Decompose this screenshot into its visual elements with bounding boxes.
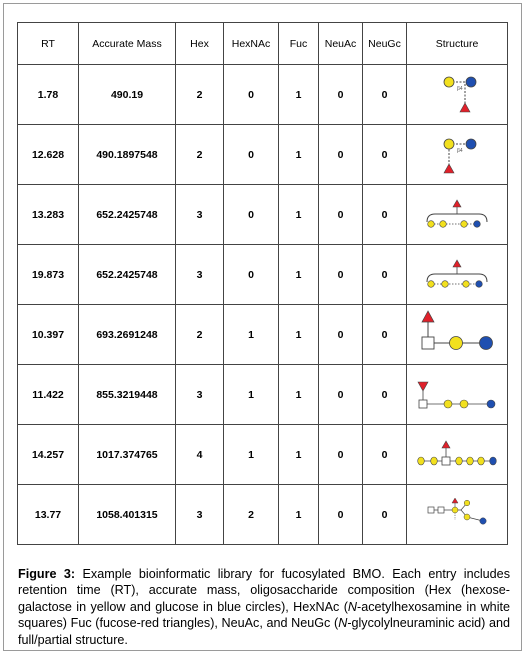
hex-cell: 3: [175, 244, 224, 305]
hexnac-cell: 1: [223, 424, 279, 485]
mass-cell: 652.2425748: [78, 244, 176, 305]
fuc-cell: 1: [278, 424, 319, 485]
hexnac-cell: 0: [223, 244, 279, 305]
hex-cell: 2: [175, 64, 224, 125]
rt-cell: 1.78: [17, 64, 79, 125]
column-header-fuc: Fuc: [278, 22, 319, 65]
figure-label: Figure 3:: [18, 566, 76, 581]
table-row: 12.628 490.1897548 2 0 1 0 0 β4: [17, 124, 508, 185]
neuac-cell: 0: [318, 244, 363, 305]
mass-cell: 693.2691248: [78, 304, 176, 365]
neuac-cell: 0: [318, 64, 363, 125]
neugc-cell: 0: [362, 124, 407, 185]
mass-cell: 1058.401315: [78, 484, 176, 545]
table-row: 19.873 652.2425748 3 0 1 0 0: [17, 244, 508, 305]
structure-cell: [406, 244, 508, 305]
structure-cell: [406, 304, 508, 365]
glycan-fuc-gal-glc-icon: β4: [443, 76, 477, 112]
mass-cell: 1017.374765: [78, 424, 176, 485]
rt-cell: 11.422: [17, 364, 79, 425]
column-header-accurate-mass: Accurate Mass: [78, 22, 176, 65]
fuc-cell: 1: [278, 364, 319, 425]
glycan-linear-fucosylated-icon: [417, 381, 496, 408]
structure-cell: [406, 364, 508, 425]
glycan-fuc-hexnac-hex-hex-icon: [421, 309, 493, 350]
hexnac-cell: 0: [223, 184, 279, 245]
hexnac-cell: 0: [223, 64, 279, 125]
glycan-linear-long-icon: [417, 439, 497, 465]
column-header-hex: Hex: [175, 22, 224, 65]
neugc-cell: 0: [362, 64, 407, 125]
column-header-hexnac: HexNAc: [223, 22, 279, 65]
table-row: 10.397 693.2691248 2 1 1 0 0: [17, 304, 508, 365]
fuc-cell: 1: [278, 484, 319, 545]
caption-italic-n-2: N: [338, 616, 348, 631]
linkage-label: β4: [457, 148, 463, 154]
rt-cell: 10.397: [17, 304, 79, 365]
linkage-label: β4: [457, 86, 463, 92]
neugc-cell: 0: [362, 424, 407, 485]
glycan-branched-icon: [427, 497, 487, 524]
rt-cell: 12.628: [17, 124, 79, 185]
fuc-cell: 1: [278, 64, 319, 125]
glycan-fuc-gal-glc-icon: β4: [443, 138, 477, 173]
neuac-cell: 0: [318, 424, 363, 485]
structure-cell: [406, 424, 508, 485]
fuc-cell: 1: [278, 304, 319, 365]
neugc-cell: 0: [362, 184, 407, 245]
neugc-cell: 0: [362, 484, 407, 545]
hex-cell: 2: [175, 124, 224, 185]
hex-cell: 4: [175, 424, 224, 485]
table-row: 13.77 1058.401315 3 2 1 0 0: [17, 484, 508, 545]
table-row: 14.257 1017.374765 4 1 1 0 0: [17, 424, 508, 485]
column-header-neugc: NeuGc: [362, 22, 407, 65]
structure-cell: [406, 484, 508, 545]
neugc-cell: 0: [362, 304, 407, 365]
figure-caption: Figure 3: Example bioinformatic library …: [18, 566, 510, 649]
rt-cell: 14.257: [17, 424, 79, 485]
column-header-neuac: NeuAc: [318, 22, 363, 65]
caption-text-3: -glycolylneuraminic acid) and full/parti…: [18, 616, 510, 647]
fuc-cell: 1: [278, 244, 319, 305]
column-header-structure: Structure: [406, 22, 508, 65]
neuac-cell: 0: [318, 184, 363, 245]
table-row: 11.422 855.3219448 3 1 1 0 0: [17, 364, 508, 425]
rt-cell: 13.283: [17, 184, 79, 245]
mass-cell: 855.3219448: [78, 364, 176, 425]
mass-cell: 490.19: [78, 64, 176, 125]
neuac-cell: 0: [318, 364, 363, 425]
structure-cell: β4: [406, 124, 508, 185]
caption-text-2: -acetylhexosamine in white squares) Fuc …: [18, 599, 510, 631]
hexnac-cell: 1: [223, 364, 279, 425]
table-header-row: RT Accurate Mass Hex HexNAc Fuc NeuAc Ne…: [17, 22, 508, 65]
neuac-cell: 0: [318, 304, 363, 365]
neugc-cell: 0: [362, 364, 407, 425]
bmo-library-table: RT Accurate Mass Hex HexNAc Fuc NeuAc Ne…: [17, 22, 508, 545]
hex-cell: 3: [175, 364, 224, 425]
table-row: 1.78 490.19 2 0 1 0 0 β4: [17, 64, 508, 125]
caption-text-1: Example bioinformatic library for fucosy…: [18, 566, 510, 614]
fuc-cell: 1: [278, 124, 319, 185]
structure-cell: β4: [406, 64, 508, 125]
rt-cell: 19.873: [17, 244, 79, 305]
glycan-partial-bracket-icon: [426, 258, 488, 288]
mass-cell: 652.2425748: [78, 184, 176, 245]
fuc-cell: 1: [278, 184, 319, 245]
neuac-cell: 0: [318, 484, 363, 545]
caption-italic-n-1: N: [347, 599, 358, 614]
hexnac-cell: 0: [223, 124, 279, 185]
hexnac-cell: 1: [223, 304, 279, 365]
structure-cell: [406, 184, 508, 245]
neuac-cell: 0: [318, 124, 363, 185]
hexnac-cell: 2: [223, 484, 279, 545]
mass-cell: 490.1897548: [78, 124, 176, 185]
hex-cell: 3: [175, 484, 224, 545]
rt-cell: 13.77: [17, 484, 79, 545]
table-row: 13.283 652.2425748 3 0 1 0 0: [17, 184, 508, 245]
neugc-cell: 0: [362, 244, 407, 305]
hex-cell: 3: [175, 184, 224, 245]
hex-cell: 2: [175, 304, 224, 365]
column-header-rt: RT: [17, 22, 79, 65]
glycan-partial-bracket-icon: [426, 198, 488, 228]
